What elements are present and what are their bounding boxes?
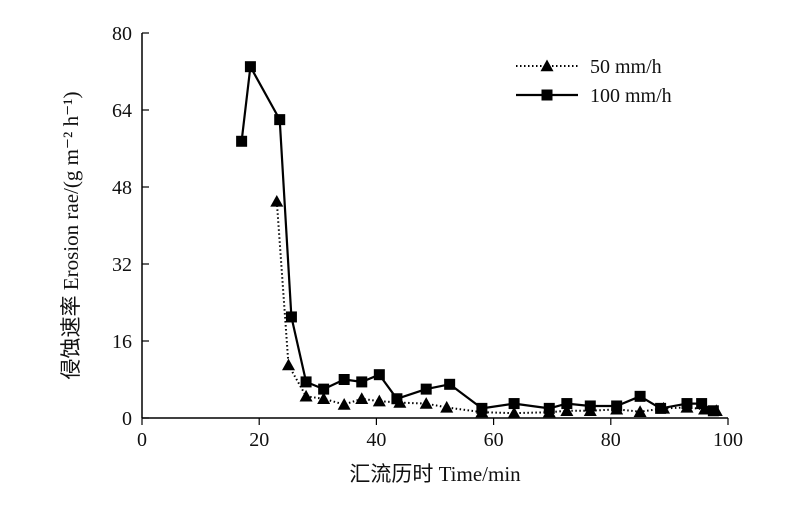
y-tick-label: 0 [122,408,132,430]
data-point [696,398,708,410]
data-point [444,378,456,390]
data-point [372,394,386,407]
y-tick-label: 48 [112,177,132,199]
series-50mmh [270,194,723,419]
data-point [561,398,573,410]
y-tick-label: 16 [112,331,132,353]
legend-label: 50 mm/h [590,56,662,78]
x-axis-title: 汇流历时 Time/min [349,462,521,486]
series-line [240,65,714,412]
legend-item: 50 mm/h [516,56,662,78]
data-point [244,61,256,73]
x-tick-label: 40 [366,429,386,451]
data-point [681,398,693,410]
x-tick-label: 100 [713,429,743,451]
data-point [611,400,623,412]
legend-label: 100 mm/h [590,85,672,107]
data-point [584,400,596,412]
data-point [634,390,646,402]
y-tick-label: 64 [112,100,132,122]
y-tick-label: 32 [112,254,132,276]
data-point [420,383,432,395]
series-100mmh [236,61,719,417]
legend: 50 mm/h 100 mm/h [516,56,672,107]
data-point [282,358,295,371]
x-tick-label: 0 [137,429,147,451]
data-point [299,389,313,402]
x-tick-label: 80 [601,429,621,451]
x-tick-label: 60 [484,429,504,451]
y-axis-title: 侵蚀速率 Erosion rae/(g m⁻² h⁻¹) [59,92,83,380]
legend-marker [540,59,554,72]
legend-marker [541,89,553,101]
data-point [476,402,488,414]
data-point [508,398,520,410]
data-point [355,392,369,404]
data-point [419,397,433,409]
data-point [300,376,312,388]
x-tick-label: 20 [249,429,269,451]
data-point [338,374,350,385]
data-point [373,369,385,381]
data-point [317,392,331,404]
data-point [543,402,555,414]
data-point [440,400,454,413]
legend-item: 100 mm/h [516,85,672,107]
series-layer [236,61,723,419]
data-point [318,383,330,395]
data-point [707,405,719,417]
y-tick-label: 80 [112,23,132,45]
data-point [356,376,368,388]
data-point [633,405,647,417]
data-point [236,135,248,147]
data-point [285,311,297,323]
data-point [507,406,521,419]
data-point [270,194,284,207]
data-point [560,404,574,416]
ticks: 0 16 32 48 64 80 0 20 40 60 80 100 [112,23,743,451]
data-point [655,402,667,414]
data-point [274,114,286,126]
axes [141,33,728,419]
data-point [337,398,351,410]
data-point [391,393,403,405]
